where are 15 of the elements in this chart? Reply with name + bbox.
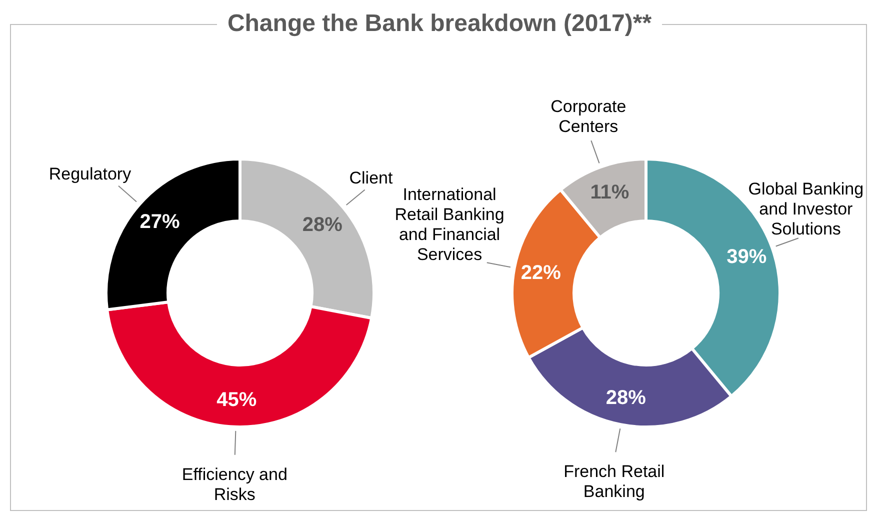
data-label: 45% bbox=[216, 388, 257, 411]
slice-label: Efficiency and Risks bbox=[182, 464, 288, 504]
data-label: 39% bbox=[726, 246, 767, 268]
chart-title: Change the Bank breakdown (2017)** bbox=[217, 10, 662, 37]
data-label: 28% bbox=[606, 387, 646, 410]
data-label: 22% bbox=[520, 262, 562, 284]
slice-label: Regulatory bbox=[48, 164, 132, 184]
slice-label: Global Banking and Investor Solutions bbox=[748, 179, 864, 238]
data-label: 28% bbox=[302, 214, 343, 236]
data-label: 11% bbox=[590, 181, 630, 204]
slice-label: Corporate Centers bbox=[550, 97, 626, 136]
slice-label: Client bbox=[349, 168, 393, 188]
slice-label: French Retail Banking bbox=[564, 462, 665, 501]
data-label: 27% bbox=[140, 211, 180, 234]
slice-label: International Retail Banking and Financial Services bbox=[394, 185, 504, 264]
